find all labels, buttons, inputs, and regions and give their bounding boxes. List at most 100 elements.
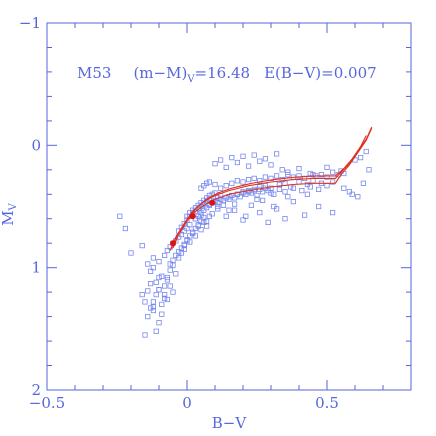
data-point — [279, 167, 285, 173]
data-point — [147, 268, 154, 274]
data-point — [240, 217, 246, 223]
data-point — [268, 162, 274, 168]
data-point — [304, 191, 311, 197]
data-point — [203, 218, 210, 224]
data-point — [355, 194, 361, 200]
data-point — [203, 180, 210, 186]
data-point — [234, 159, 240, 166]
data-point — [279, 176, 285, 183]
data-point — [178, 250, 184, 256]
data-point — [206, 179, 212, 185]
isochrone-line — [169, 126, 373, 251]
data-point — [349, 191, 355, 197]
data-point — [248, 202, 254, 208]
data-point — [217, 185, 224, 191]
data-point — [245, 189, 252, 195]
data-point — [139, 242, 145, 249]
data-point — [231, 201, 238, 207]
data-point — [231, 207, 238, 213]
data-point — [234, 191, 240, 197]
data-point — [192, 233, 198, 239]
data-point — [187, 239, 193, 245]
data-point — [226, 207, 232, 213]
data-point — [341, 185, 347, 191]
data-point — [245, 163, 252, 169]
data-point — [254, 196, 260, 202]
data-point — [117, 213, 123, 219]
data-point — [259, 197, 266, 203]
data-point — [329, 209, 336, 216]
y-axis-label-subscript: V — [8, 202, 19, 211]
data-point — [357, 154, 364, 161]
data-point — [296, 165, 302, 172]
data-point — [167, 283, 173, 289]
data-point — [161, 252, 168, 258]
x-tick-label: 0 — [182, 394, 192, 412]
data-point — [223, 164, 229, 170]
data-point — [223, 213, 229, 219]
data-point — [187, 222, 193, 228]
data-point — [271, 191, 277, 197]
data-point — [290, 198, 297, 205]
data-point — [170, 257, 176, 263]
track-marker — [209, 199, 216, 206]
distance-modulus-prefix: (m−M) — [133, 64, 187, 82]
data-point — [290, 185, 297, 191]
data-point — [268, 190, 274, 196]
cluster-annotation: M53 (m−M)V=16.48 E(B−V)=0.007 — [77, 64, 377, 85]
data-point — [159, 301, 165, 308]
data-point — [226, 196, 232, 202]
data-point — [164, 274, 170, 281]
data-point — [167, 267, 173, 273]
data-point — [181, 242, 187, 249]
data-points — [117, 148, 372, 338]
cluster-name: M53 — [77, 64, 111, 82]
data-point — [229, 154, 235, 161]
data-point — [181, 246, 187, 252]
x-tick-label: 0.5 — [315, 394, 339, 412]
data-point — [184, 225, 190, 232]
data-point — [251, 175, 257, 181]
isochrone-line — [172, 135, 367, 249]
data-point — [139, 291, 145, 298]
data-point — [170, 262, 176, 268]
data-point — [150, 265, 156, 271]
data-point — [156, 320, 162, 326]
data-point — [212, 161, 218, 167]
data-point — [156, 274, 162, 281]
data-point — [198, 212, 204, 218]
data-point — [315, 186, 322, 192]
data-point — [217, 157, 224, 163]
data-point — [161, 283, 168, 289]
data-point — [161, 295, 168, 301]
data-point — [164, 296, 170, 303]
data-point — [223, 183, 229, 189]
y-axis-label: MV — [0, 202, 19, 225]
data-point — [310, 172, 316, 178]
data-point — [273, 151, 280, 157]
x-tick-label: −0.5 — [29, 394, 65, 412]
data-point — [203, 223, 210, 229]
data-point — [254, 192, 260, 199]
plot-frame — [46, 22, 412, 391]
data-point — [145, 261, 151, 267]
data-point — [329, 169, 336, 175]
data-point — [175, 249, 182, 255]
data-point — [147, 280, 154, 287]
data-point — [198, 227, 204, 233]
data-point — [156, 258, 162, 265]
data-point — [150, 255, 156, 261]
data-point — [285, 169, 291, 175]
data-point — [271, 203, 277, 210]
data-point — [276, 181, 283, 188]
data-point — [285, 194, 291, 200]
data-point — [257, 209, 263, 216]
data-point — [329, 179, 336, 185]
data-point — [273, 173, 280, 179]
data-point — [156, 287, 162, 293]
data-point — [215, 206, 221, 212]
y-tick-label: 2 — [31, 381, 41, 399]
data-point — [156, 287, 162, 293]
data-point — [198, 218, 204, 224]
